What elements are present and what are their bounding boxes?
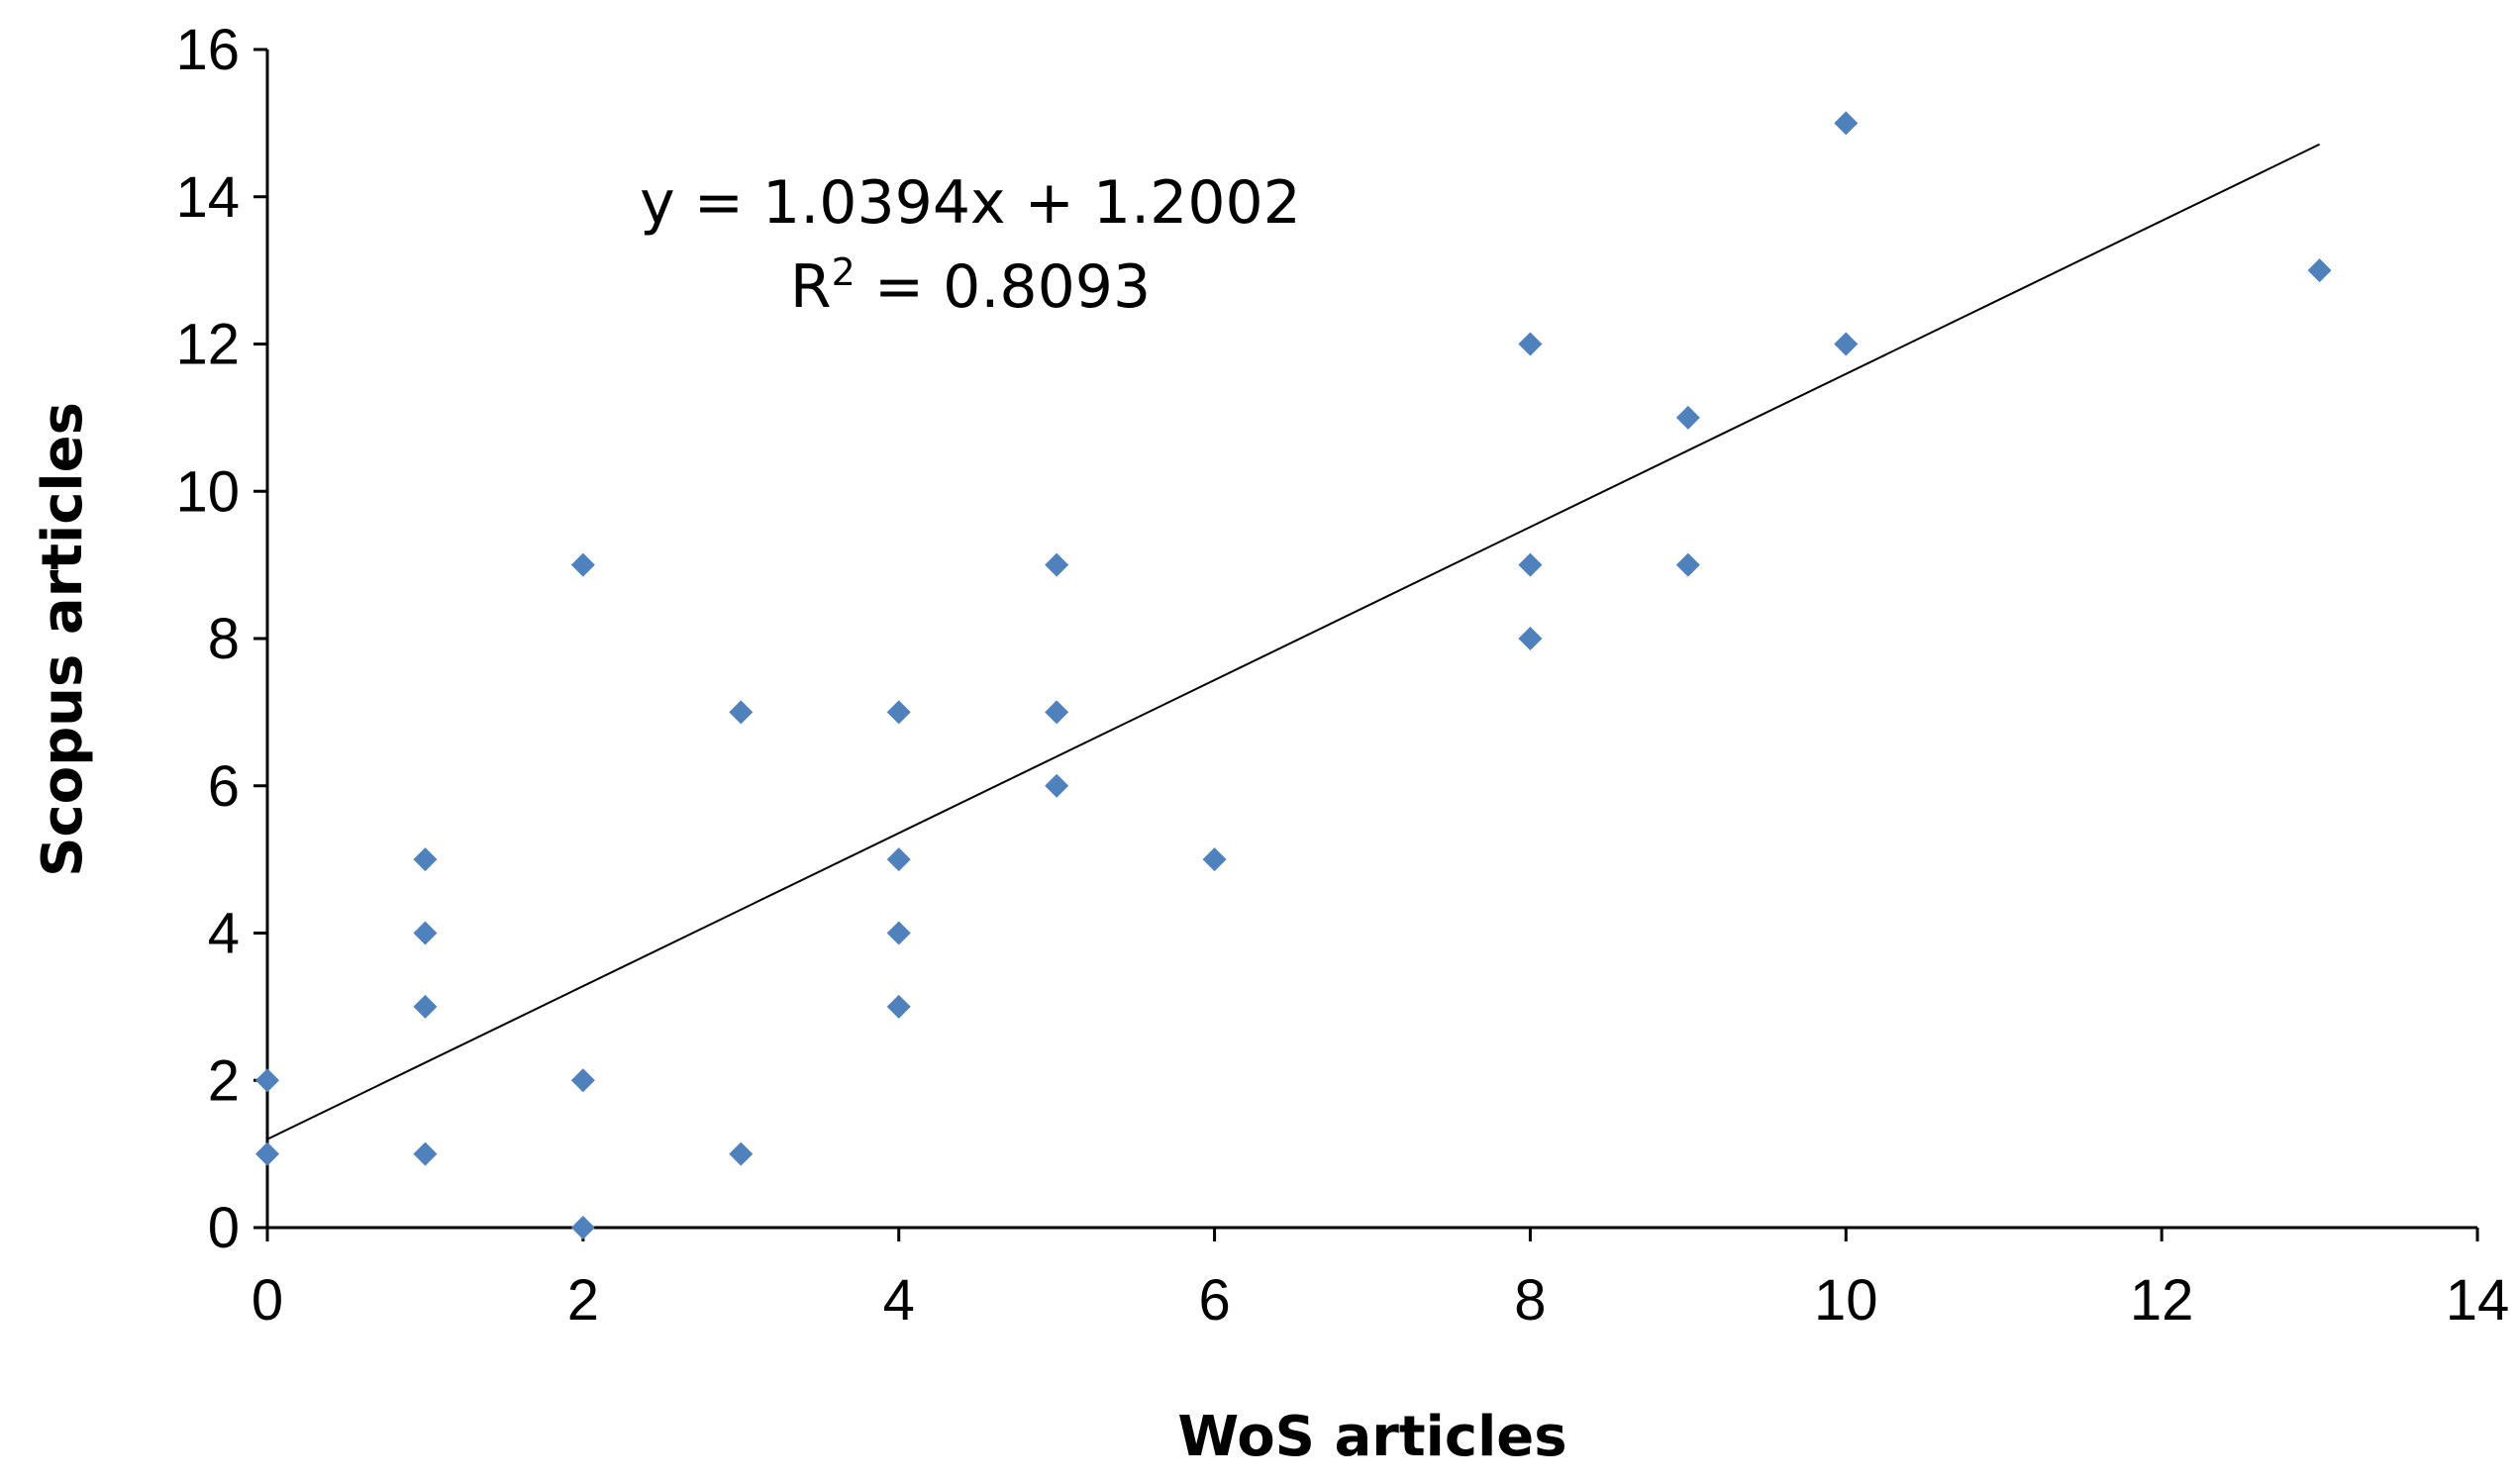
data-point — [886, 921, 911, 945]
data-point — [255, 1068, 279, 1093]
trendline-layer — [266, 143, 2321, 1140]
data-point — [2307, 258, 2332, 283]
x-tick-label: 10 — [1814, 1268, 1878, 1333]
x-tick-label: 12 — [2130, 1268, 2194, 1333]
y-tick-label: 12 — [175, 313, 240, 377]
r-squared-value: = 0.8093 — [856, 252, 1151, 322]
data-point — [255, 1141, 279, 1166]
trendline-equation: y = 1.0394x + 1.2002 — [640, 168, 1301, 238]
r-squared-prefix: R — [790, 252, 832, 322]
y-axis-title: Scopus articles — [31, 402, 95, 877]
x-tick-label: 0 — [252, 1268, 283, 1333]
trendline — [266, 143, 2321, 1140]
x-tick-label: 2 — [567, 1268, 599, 1333]
y-tick-label: 6 — [208, 754, 240, 819]
data-point — [1675, 405, 1700, 430]
data-point — [1834, 332, 1859, 356]
data-point — [1045, 552, 1069, 577]
data-point — [1518, 627, 1543, 650]
y-tick-label: 16 — [175, 18, 240, 82]
data-point — [413, 847, 438, 872]
data-point — [1834, 111, 1859, 136]
y-tick-label: 4 — [208, 902, 240, 966]
x-tick-label: 4 — [883, 1268, 915, 1333]
y-tick-label: 10 — [175, 459, 240, 524]
data-point — [1675, 552, 1700, 577]
x-tick-label: 6 — [1198, 1268, 1230, 1333]
y-tick-label: 0 — [208, 1196, 240, 1260]
data-point — [1518, 332, 1543, 356]
data-point — [729, 1141, 754, 1166]
r-squared-label: R2 = 0.8093 — [790, 250, 1151, 322]
data-point — [570, 1216, 595, 1239]
y-tick-label: 14 — [175, 165, 240, 230]
y-tick-label: 8 — [208, 607, 240, 671]
data-point — [570, 552, 595, 577]
data-point — [886, 700, 911, 725]
data-point — [1518, 552, 1543, 577]
data-point — [413, 1141, 438, 1166]
x-axis-title: WoS articles — [1177, 1405, 1566, 1469]
labels-layer: 0 2 4 6 8 10 12 14 16 0 2 4 6 8 10 12 14 — [175, 18, 2509, 1333]
data-point — [570, 1068, 595, 1093]
points-layer — [255, 111, 2332, 1239]
data-point — [886, 994, 911, 1019]
data-point — [1202, 847, 1227, 872]
data-point — [729, 700, 754, 725]
data-point — [1045, 773, 1069, 798]
y-tick-label: 2 — [208, 1048, 240, 1113]
data-point — [1045, 700, 1069, 725]
x-tick-label: 14 — [2446, 1268, 2510, 1333]
data-point — [413, 921, 438, 945]
x-tick-label: 8 — [1514, 1268, 1546, 1333]
axes-layer — [253, 48, 2479, 1241]
r-squared-superscript: 2 — [832, 250, 856, 294]
data-point — [886, 847, 911, 872]
data-point — [413, 994, 438, 1019]
